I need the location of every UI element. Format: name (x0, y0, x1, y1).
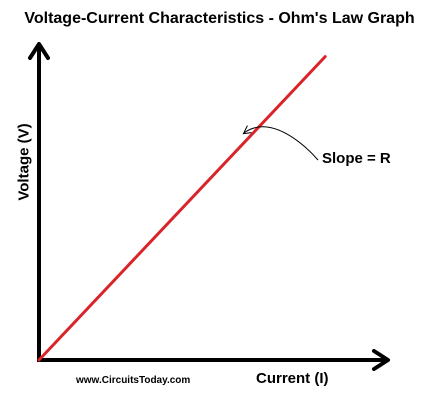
x-axis-label: Current (I) (256, 370, 329, 387)
y-axis-label: Voltage (V) (15, 123, 33, 201)
x-axis-arrow (372, 349, 390, 371)
annotation-pointer-0 (244, 126, 319, 161)
y-axis-arrow (28, 42, 50, 60)
slope-annotation: Slope = R (322, 150, 391, 167)
series-line-0 (37, 55, 327, 362)
annotation-arrowhead-0 (242, 125, 252, 135)
chart-title: Voltage-Current Characteristics - Ohm's … (24, 10, 415, 27)
website-credit: www.CircuitsToday.com (76, 375, 191, 386)
